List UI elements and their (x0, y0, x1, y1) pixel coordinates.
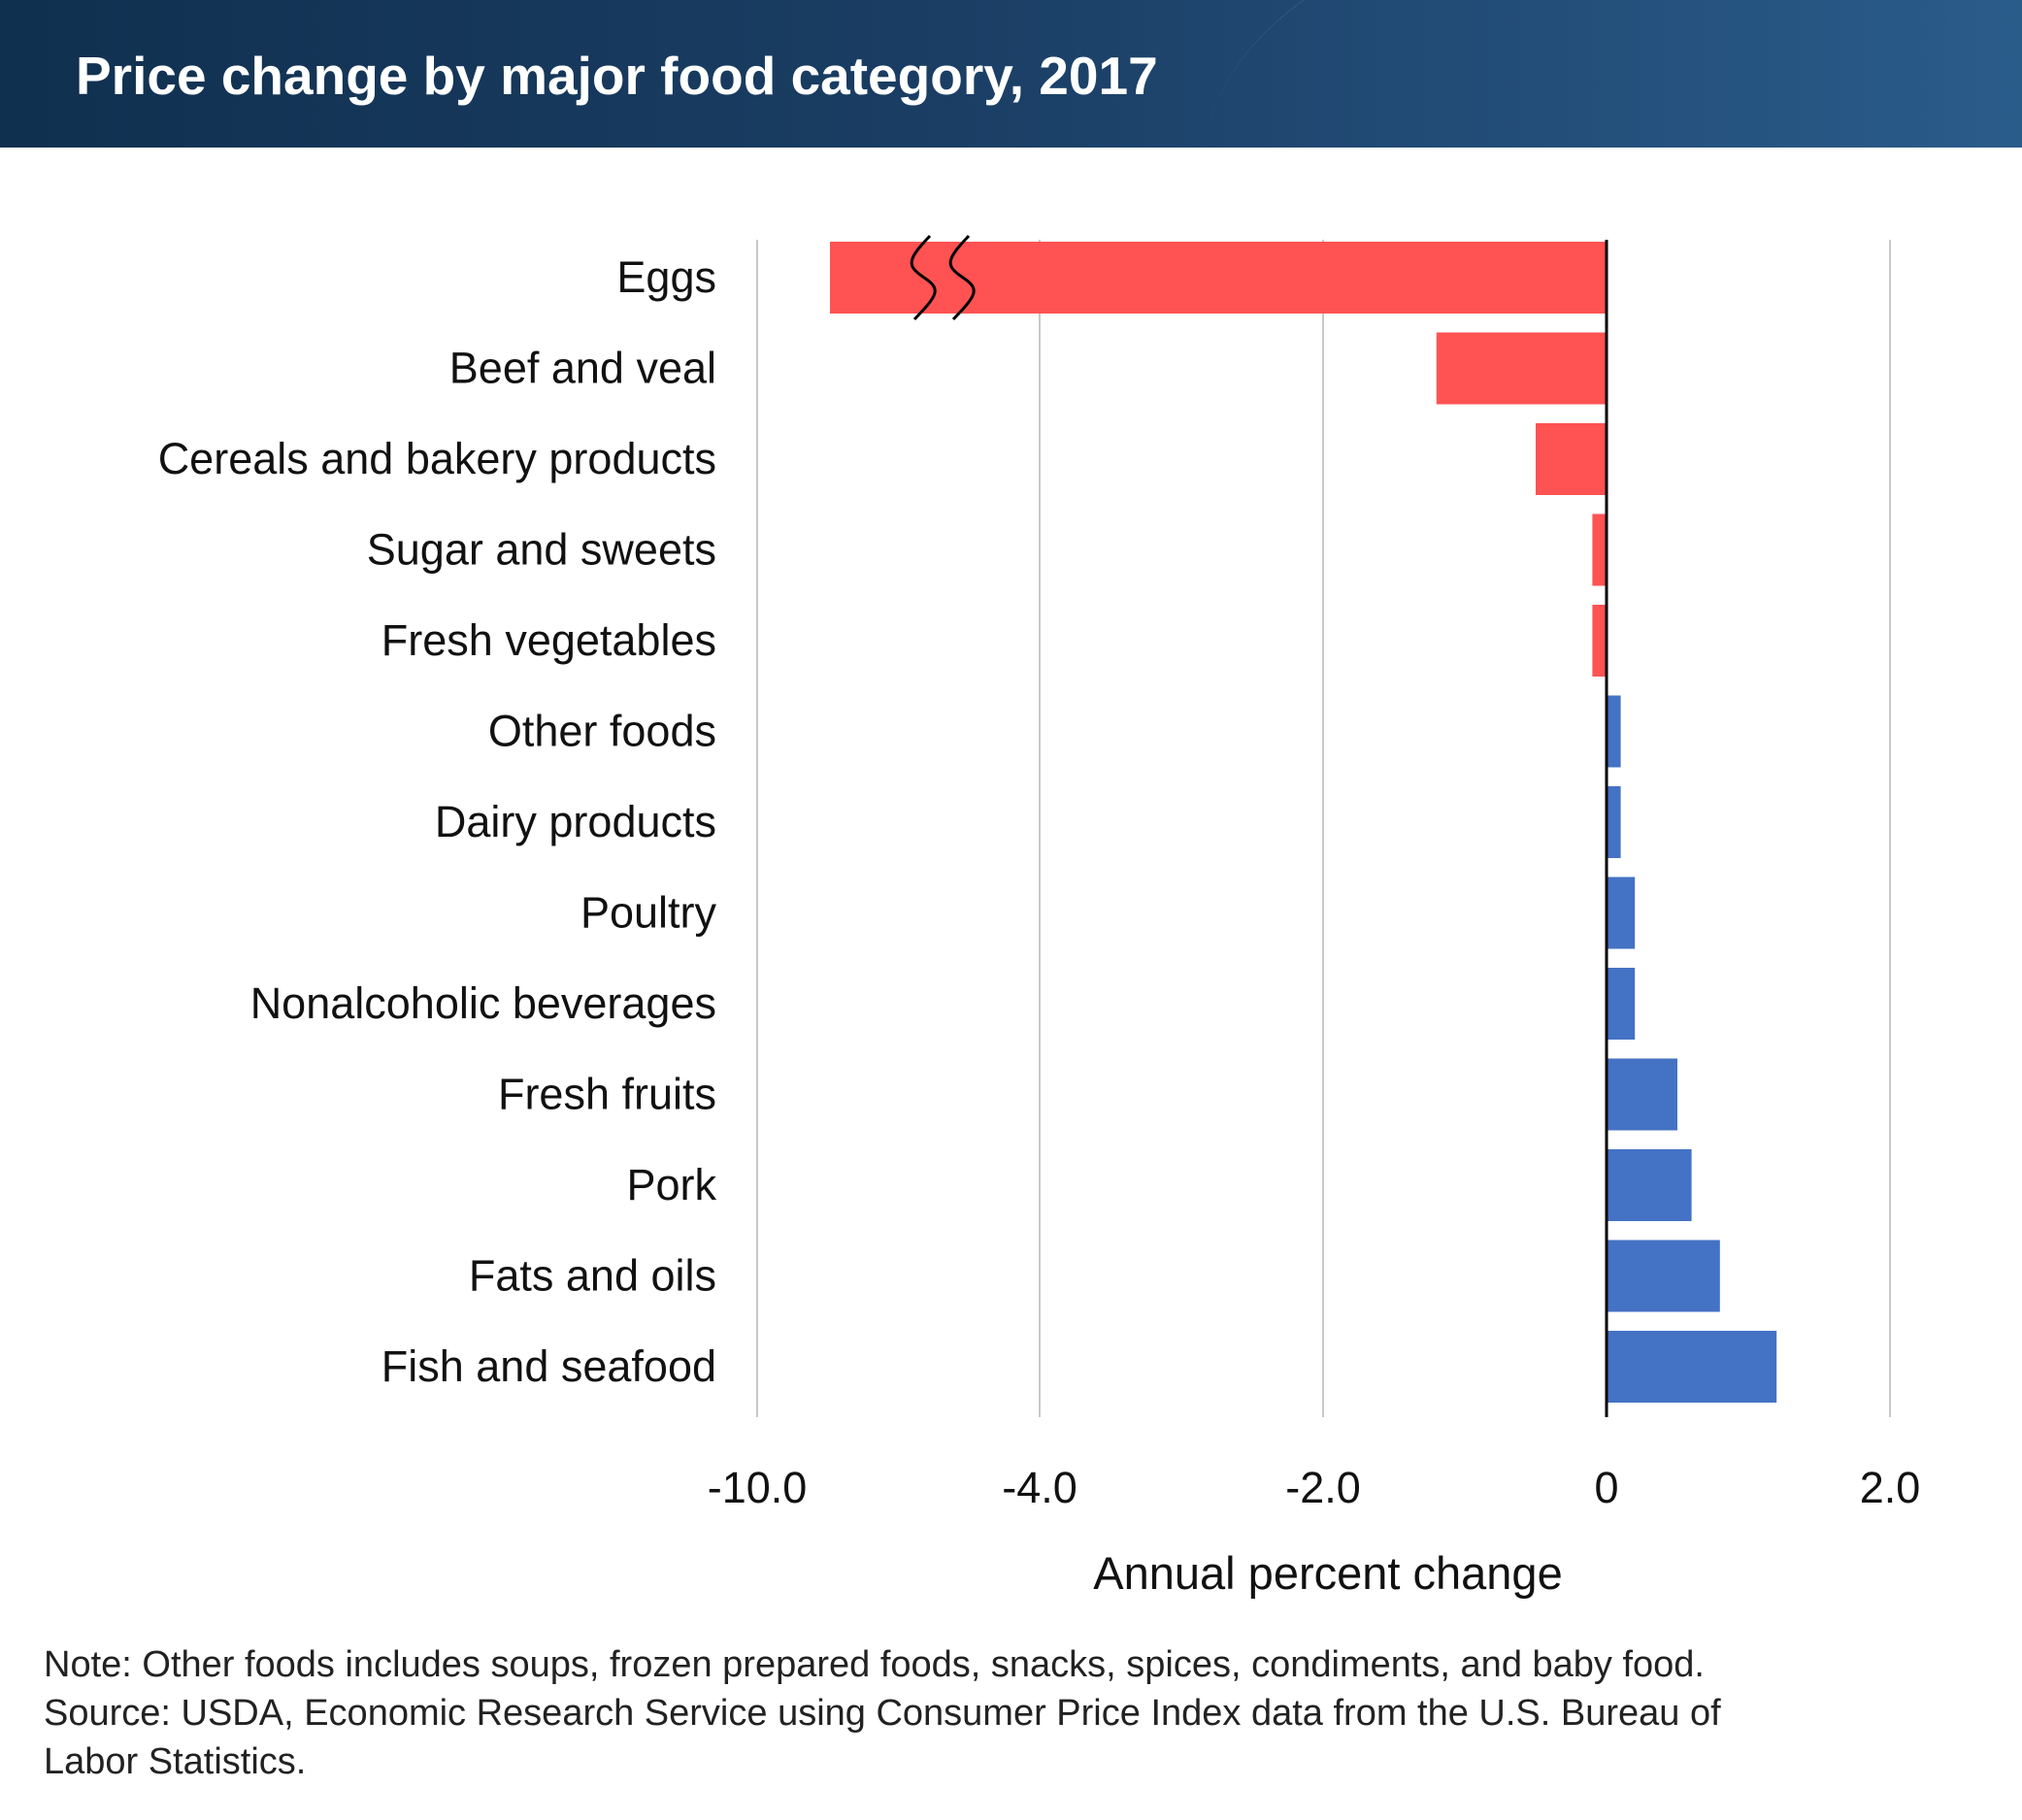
category-label: Nonalcoholic beverages (250, 978, 716, 1028)
axis-break-mark (910, 234, 937, 321)
category-label: Cereals and bakery products (158, 434, 716, 483)
x-tick-label: 0 (1594, 1463, 1618, 1512)
chart-title: Price change by major food category, 201… (76, 46, 1158, 106)
bar-chart: Eggs Beef and veal Cereals and bakery prod… (158, 234, 1921, 1599)
axis-break-mark (948, 234, 976, 321)
bar (1607, 968, 1636, 1040)
source-line: Source: USDA, Economic Research Service … (44, 1693, 1721, 1734)
category-label: Fats and oils (469, 1251, 716, 1301)
bar (1607, 1240, 1720, 1312)
x-tick-label: 2.0 (1860, 1463, 1921, 1512)
x-tick-label: -4.0 (1002, 1463, 1077, 1512)
category-label: Beef and veal (449, 344, 716, 393)
bar (1607, 1331, 1777, 1403)
bar (1536, 423, 1607, 495)
x-tick-label: -2.0 (1285, 1463, 1361, 1512)
source-line-continued: Labor Statistics. (44, 1741, 307, 1782)
x-axis-title: Annual percent change (1093, 1547, 1562, 1599)
category-label: Poultry (580, 888, 717, 938)
title-banner: Price change by major food category, 201… (0, 0, 2022, 148)
x-tick-label: -10.0 (708, 1463, 808, 1512)
category-label: Fresh vegetables (381, 615, 716, 665)
bar (1592, 513, 1607, 586)
category-label: Other foods (488, 707, 716, 756)
category-label: Dairy products (435, 797, 716, 846)
bar (1607, 1058, 1677, 1131)
category-label: Fresh fruits (498, 1070, 716, 1119)
bar (1607, 695, 1621, 768)
bar (1607, 786, 1621, 858)
bar (830, 242, 1607, 314)
category-label: Fish and seafood (381, 1341, 716, 1391)
category-label: Pork (626, 1160, 716, 1209)
category-label: Eggs (616, 252, 716, 302)
bar (1436, 332, 1607, 405)
note-line: Note: Other foods includes soups, frozen… (44, 1644, 1705, 1685)
bar (1607, 1149, 1692, 1221)
bar (1592, 605, 1607, 677)
bar (1607, 877, 1636, 949)
notes-block: Note: Other foods includes soups, frozen… (44, 1640, 1888, 1786)
category-label: Sugar and sweets (367, 525, 716, 575)
